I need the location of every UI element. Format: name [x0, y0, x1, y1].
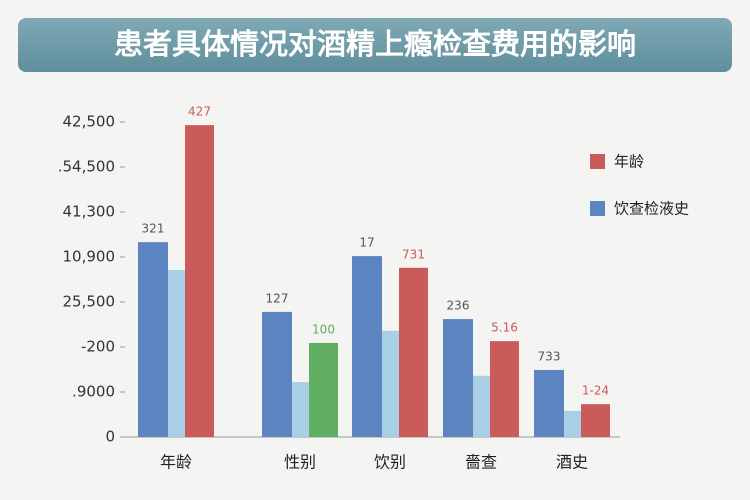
- x-tick-label: 性别: [284, 453, 316, 472]
- bar: [352, 256, 382, 437]
- y-tick-label: -200: [81, 338, 115, 356]
- y-tick-label: .54,500: [58, 158, 115, 176]
- bar: [138, 242, 168, 437]
- y-tick-label: 41,300: [63, 203, 116, 221]
- bar: [534, 369, 564, 437]
- bar: [564, 410, 581, 437]
- y-tick-label: .9000: [72, 383, 115, 401]
- x-tick-label: 嗇查: [465, 453, 497, 472]
- data-label: 427: [188, 105, 211, 119]
- legend-label: 年龄: [614, 153, 644, 171]
- bar: [262, 311, 292, 437]
- legend-swatch: [590, 201, 605, 216]
- legend-label: 饮查检液史: [614, 200, 689, 218]
- data-label: 5.16: [491, 321, 518, 335]
- bar: [443, 319, 473, 437]
- bar: [581, 404, 610, 437]
- bar: [382, 330, 399, 437]
- data-label: 17: [359, 236, 374, 250]
- x-tick-label: 酒史: [556, 453, 588, 472]
- data-label: 100: [312, 322, 335, 336]
- bar: [490, 341, 519, 437]
- bar: [473, 375, 490, 437]
- bar: [292, 382, 309, 437]
- bar: [185, 125, 214, 438]
- data-label: 733: [538, 349, 561, 363]
- bar: [309, 342, 338, 437]
- x-tick-label: 年龄: [160, 453, 192, 472]
- data-label: 1-24: [582, 384, 609, 398]
- chart-title: 患者具体情况对酒精上瘾检查费用的影响: [114, 27, 636, 61]
- bar: [168, 270, 185, 437]
- y-tick-label: 42,500: [63, 113, 116, 131]
- x-tick-label: 饮别: [374, 453, 406, 472]
- data-label: 236: [447, 299, 470, 313]
- bar: [399, 267, 428, 437]
- y-tick-label: 10,900: [63, 248, 116, 266]
- data-label: 321: [142, 222, 165, 236]
- y-tick-label: 0: [105, 428, 115, 446]
- legend-swatch: [590, 154, 605, 169]
- y-tick-label: 25,500: [63, 293, 116, 311]
- title-banner: [18, 18, 732, 72]
- data-label: 731: [402, 247, 425, 261]
- data-label: 127: [266, 291, 289, 305]
